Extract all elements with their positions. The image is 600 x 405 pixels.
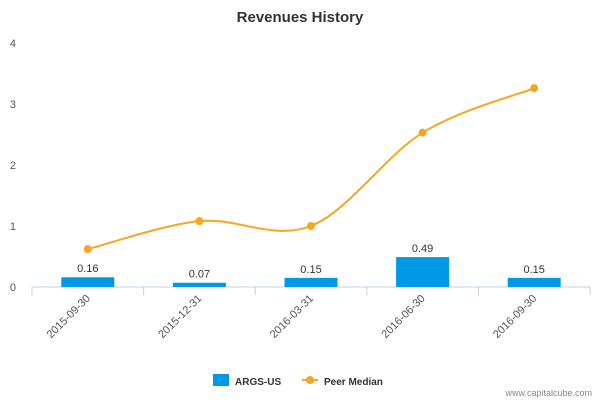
watermark: www.capitalcube.com	[504, 388, 592, 398]
legend-item-peer-median[interactable]: Peer Median	[302, 376, 383, 388]
bar	[284, 277, 338, 287]
x-tick-label: 2016-03-31	[268, 293, 316, 341]
y-tick-label: 1	[10, 221, 16, 233]
x-tick-label: 2016-09-30	[491, 293, 539, 341]
y-tick-label: 3	[10, 99, 16, 111]
legend-swatch-args-us	[213, 374, 229, 386]
peer-median-point	[307, 222, 315, 230]
bar	[172, 282, 226, 287]
peer-median-point	[83, 245, 92, 254]
legend: ARGS-US Peer Median	[213, 374, 383, 388]
peer-median-point	[195, 217, 204, 226]
bar-data-label: 0.15	[523, 264, 544, 276]
bar	[396, 257, 450, 287]
peer-median-point	[418, 128, 427, 137]
x-tick-label: 2015-09-30	[45, 293, 93, 341]
bar	[61, 277, 115, 287]
bar-series-args-us	[61, 257, 561, 287]
legend-label-peer-median: Peer Median	[324, 377, 383, 388]
bar-data-label: 0.07	[189, 269, 210, 281]
y-axis: 0 1 2 3 4	[10, 38, 16, 294]
y-tick-label: 4	[10, 38, 16, 50]
legend-label-args-us: ARGS-US	[235, 377, 281, 388]
bar-data-label: 0.15	[300, 264, 321, 276]
chart-title: Revenues History	[237, 9, 364, 26]
bar-data-label: 0.16	[77, 263, 98, 275]
x-axis: 2015-09-30 2015-12-31 2016-03-31 2016-06-30…	[31, 287, 591, 341]
x-tick-label: 2015-12-31	[156, 293, 204, 341]
peer-median-point	[530, 84, 539, 93]
bar-data-label: 0.49	[412, 243, 433, 255]
bar-data-labels: 0.16 0.07 0.15 0.49 0.15	[77, 243, 545, 281]
bar	[507, 277, 561, 287]
y-tick-label: 0	[10, 282, 16, 294]
legend-item-args-us[interactable]: ARGS-US	[213, 374, 281, 388]
y-tick-label: 2	[10, 160, 16, 172]
x-tick-label: 2016-06-30	[379, 293, 427, 341]
line-series-peer-median	[83, 84, 539, 254]
legend-marker-peer-median	[306, 376, 314, 384]
